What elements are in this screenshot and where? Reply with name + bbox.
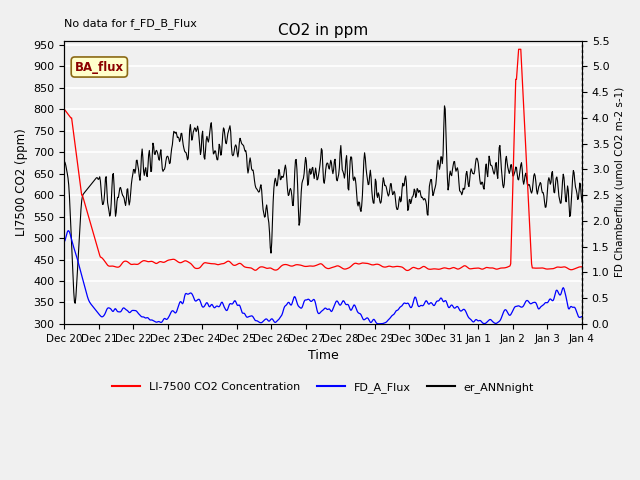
Y-axis label: FD Chamberflux (umol CO2 m-2 s-1): FD Chamberflux (umol CO2 m-2 s-1) [615, 87, 625, 277]
Title: CO2 in ppm: CO2 in ppm [278, 23, 368, 38]
Y-axis label: LI7500 CO2 (ppm): LI7500 CO2 (ppm) [15, 129, 28, 236]
Text: BA_flux: BA_flux [75, 60, 124, 73]
X-axis label: Time: Time [308, 349, 339, 362]
Text: No data for f_FD_B_Flux: No data for f_FD_B_Flux [65, 18, 197, 29]
Legend: LI-7500 CO2 Concentration, FD_A_Flux, er_ANNnight: LI-7500 CO2 Concentration, FD_A_Flux, er… [108, 378, 539, 397]
